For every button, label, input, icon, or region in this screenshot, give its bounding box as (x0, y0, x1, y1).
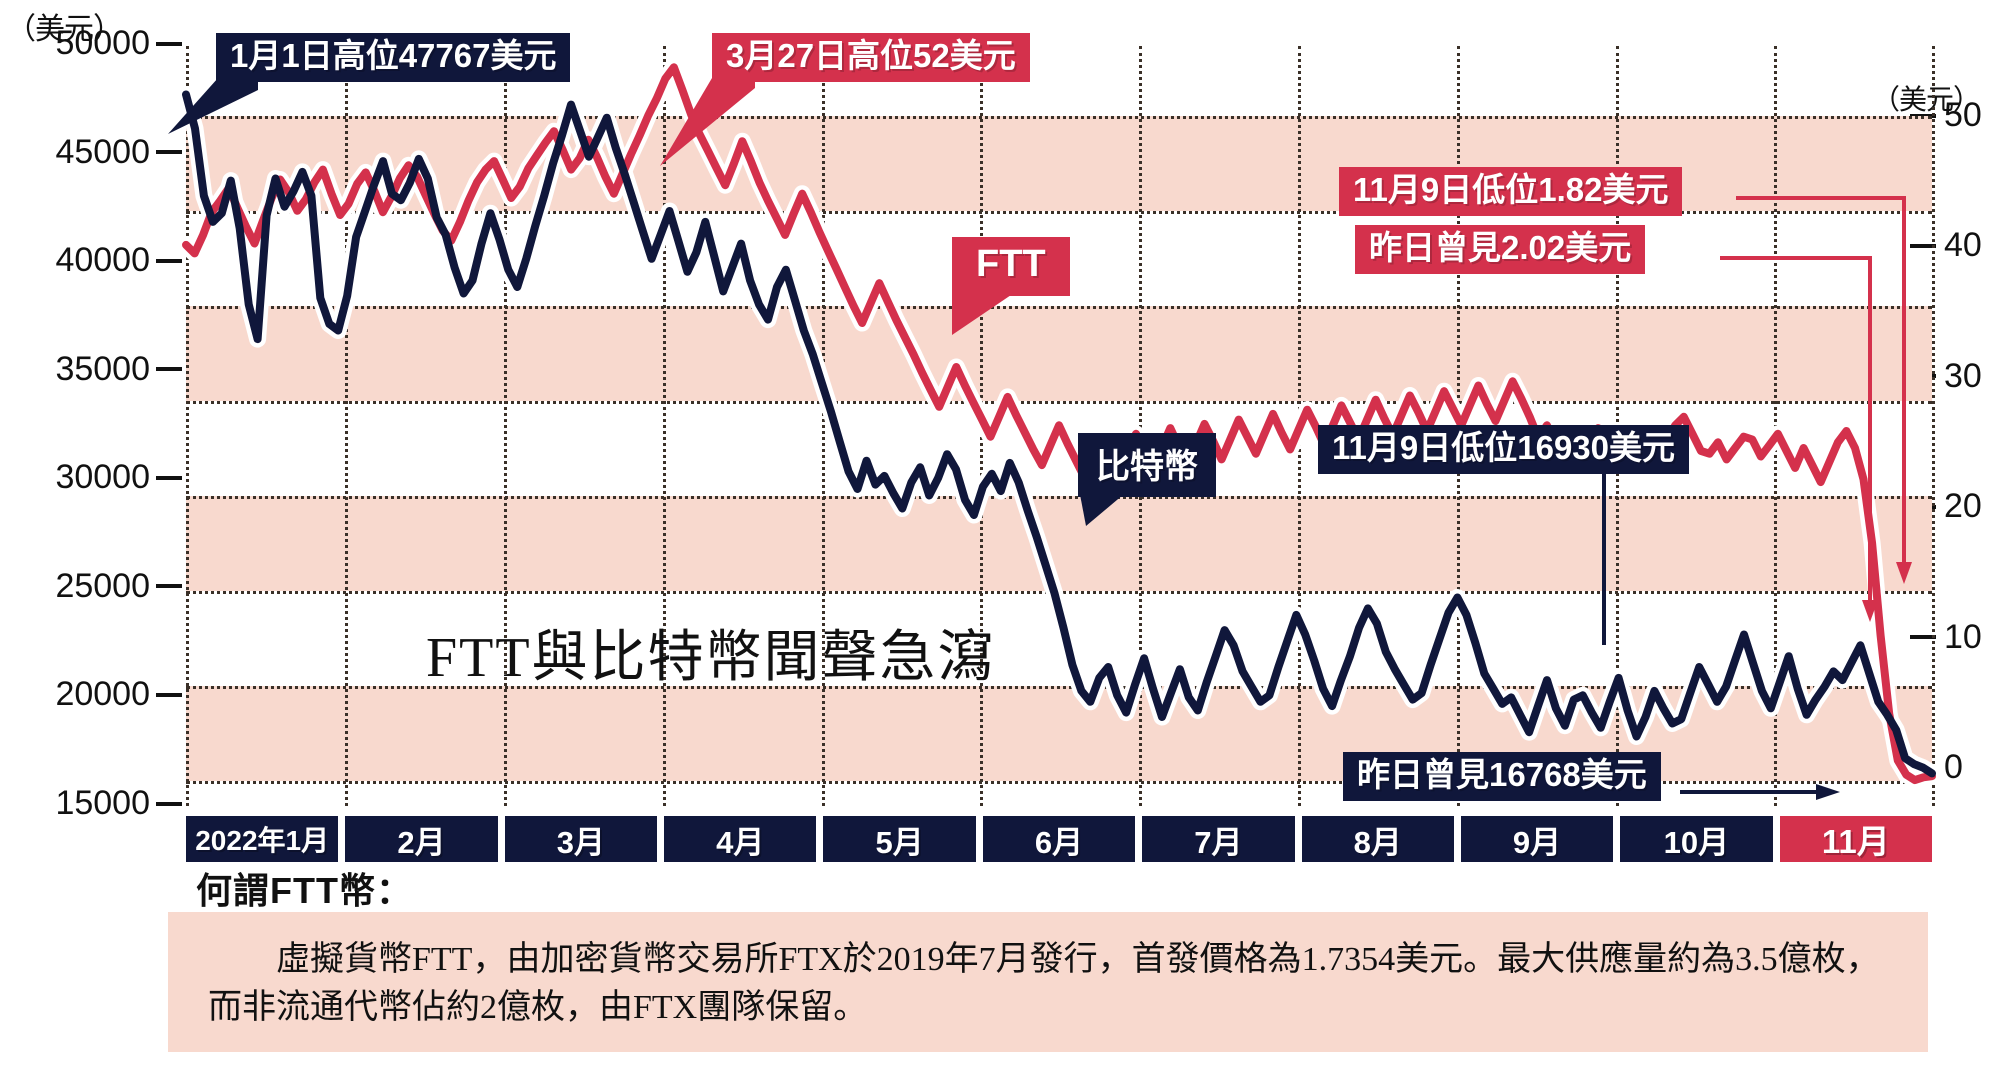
footer-body: 虛擬貨幣FTT，由加密貨幣交易所FTX於2019年7月發行，首發價格為1.735… (208, 941, 1880, 1027)
callout-btc-yesterday: 昨日曾見16768美元 (1343, 752, 1661, 801)
btc-line (182, 90, 1936, 778)
gridline-horizontal (186, 781, 1932, 784)
right-tick-label: 0 (1910, 748, 1998, 787)
tick-mark (1910, 243, 1936, 248)
gridline-horizontal (186, 116, 1932, 119)
right-tick-label: 20 (1910, 487, 1998, 526)
gridline-vertical (345, 46, 348, 806)
callout-btc-yesterday-leader (1680, 784, 1840, 800)
gridline-vertical (186, 46, 189, 806)
month-axis: 2022年1月 2月 3月 4月 5月 6月 7月 8月 9月 10月 11月 (186, 816, 1932, 862)
chip-ftt: FTT (952, 237, 1070, 296)
chart-headline: FTT與比特幣聞聲急瀉 (426, 627, 996, 689)
left-tick-label: 20000 (0, 675, 182, 714)
right-tick-label: 10 (1910, 618, 1998, 657)
month-label-10[interactable]: 10月 (1620, 816, 1773, 862)
gridline-horizontal (186, 686, 1932, 689)
left-tick-label: 15000 (0, 784, 182, 823)
month-label-4[interactable]: 4月 (664, 816, 817, 862)
gridline-horizontal (186, 401, 1932, 404)
left-tick-label: 35000 (0, 350, 182, 389)
tick-mark (156, 801, 182, 806)
chip-btc-tail (1078, 484, 1136, 526)
tick-mark (156, 692, 182, 697)
month-label-5[interactable]: 5月 (823, 816, 976, 862)
chip-ftt-tail (952, 293, 1014, 335)
month-label-9[interactable]: 9月 (1460, 816, 1614, 862)
tick-mark (156, 41, 182, 46)
tick-mark (1910, 113, 1936, 118)
gridline-vertical (1932, 46, 1935, 806)
gridline-vertical (822, 46, 825, 806)
gridline-horizontal (186, 496, 1932, 499)
tick-mark (1910, 635, 1936, 640)
callout-btc-low-leader (1602, 470, 1606, 645)
month-label-6[interactable]: 6月 (982, 816, 1136, 862)
tick-mark (156, 258, 182, 263)
left-tick-label: 40000 (0, 241, 182, 280)
month-label-11[interactable]: 11月 (1779, 816, 1932, 862)
callout-btc-high: 1月1日高位47767美元 (216, 33, 571, 82)
callout-ftt-low: 11月9日低位1.82美元 (1339, 167, 1683, 216)
month-label-3[interactable]: 3月 (504, 816, 658, 862)
left-tick-label: 25000 (0, 567, 182, 606)
right-axis-unit: （美元） (1872, 84, 1981, 115)
month-label-2[interactable]: 2月 (345, 816, 498, 862)
callout-ftt-high: 3月27日高位52美元 (712, 33, 1030, 82)
left-tick-label: 50000 (0, 24, 182, 63)
left-axis-unit: （美元） (6, 13, 123, 46)
callout-btc-high-tail (168, 78, 258, 134)
tick-mark (156, 584, 182, 589)
right-tick-label: 50 (1910, 96, 1998, 135)
chart-plot-area: FTT與比特幣聞聲急瀉 (177, 46, 1941, 806)
gridline-vertical (1139, 46, 1142, 806)
gridline-vertical (504, 46, 507, 806)
callout-btc-low: 11月9日低位16930美元 (1318, 425, 1690, 474)
plot-band (186, 496, 1932, 591)
right-tick-label: 30 (1910, 357, 1998, 396)
gridline-vertical (663, 46, 666, 806)
right-tick-label: 40 (1910, 226, 1998, 265)
tick-mark (156, 475, 182, 480)
footer-box: 虛擬貨幣FTT，由加密貨幣交易所FTX於2019年7月發行，首發價格為1.735… (168, 912, 1928, 1052)
month-label-8[interactable]: 8月 (1301, 816, 1454, 862)
callout-ftt-low-leader (1736, 196, 1912, 584)
tick-mark (156, 150, 182, 155)
tick-mark (156, 367, 182, 372)
left-tick-label: 45000 (0, 133, 182, 172)
gridline-horizontal (186, 306, 1932, 309)
month-label-7[interactable]: 7月 (1142, 816, 1295, 862)
gridline-horizontal (186, 211, 1932, 214)
callout-ftt-yesterday: 昨日曾見2.02美元 (1355, 225, 1646, 274)
footer-title: 何謂FTT幣： (196, 870, 413, 911)
callout-ftt-yesterday-leader (1720, 256, 1878, 622)
plot-band (186, 306, 1932, 401)
left-tick-label: 30000 (0, 458, 182, 497)
callout-ftt-high-tail (660, 78, 755, 166)
month-label-1[interactable]: 2022年1月 (186, 816, 339, 862)
